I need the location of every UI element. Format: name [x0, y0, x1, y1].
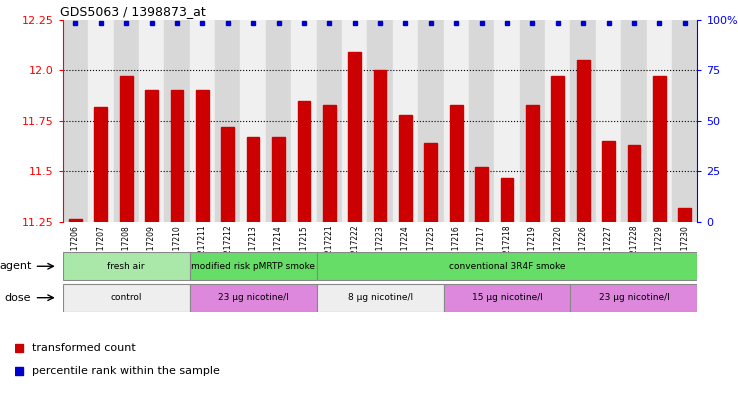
Bar	[297, 101, 310, 222]
Bar	[63, 20, 88, 222]
Bar	[196, 90, 209, 222]
Bar	[170, 90, 183, 222]
Bar	[672, 20, 697, 222]
Bar	[348, 52, 361, 222]
Text: percentile rank within the sample: percentile rank within the sample	[32, 366, 221, 376]
Text: agent: agent	[0, 261, 31, 271]
Bar	[342, 20, 368, 222]
Bar	[317, 252, 697, 281]
Bar	[545, 20, 570, 222]
Text: dose: dose	[5, 293, 31, 303]
Bar	[653, 76, 666, 222]
Bar	[393, 20, 418, 222]
Bar	[292, 20, 317, 222]
Text: 8 μg nicotine/l: 8 μg nicotine/l	[348, 293, 413, 302]
Text: 15 μg nicotine/l: 15 μg nicotine/l	[472, 293, 542, 302]
Bar	[570, 20, 596, 222]
Bar	[444, 284, 570, 312]
Bar	[190, 252, 317, 281]
Bar	[94, 107, 107, 222]
Bar	[266, 20, 292, 222]
Bar	[323, 105, 336, 222]
Text: conventional 3R4F smoke: conventional 3R4F smoke	[449, 262, 565, 271]
Bar	[63, 252, 190, 281]
Bar	[399, 115, 412, 222]
Bar	[520, 20, 545, 222]
Bar	[145, 90, 158, 222]
Bar	[602, 141, 615, 222]
Bar	[69, 219, 82, 222]
Text: GDS5063 / 1398873_at: GDS5063 / 1398873_at	[60, 6, 205, 18]
Text: fresh air: fresh air	[108, 262, 145, 271]
Bar	[317, 20, 342, 222]
Text: 23 μg nicotine/l: 23 μg nicotine/l	[599, 293, 669, 302]
Bar	[373, 70, 387, 222]
Bar	[88, 20, 114, 222]
Bar	[418, 20, 444, 222]
Bar	[317, 284, 444, 312]
Bar	[621, 20, 646, 222]
Bar	[526, 105, 539, 222]
Bar	[494, 20, 520, 222]
Bar	[646, 20, 672, 222]
Bar	[596, 20, 621, 222]
Bar	[246, 137, 260, 222]
Text: transformed count: transformed count	[32, 343, 137, 353]
Bar	[577, 60, 590, 222]
Bar	[272, 137, 285, 222]
Bar	[368, 20, 393, 222]
Bar	[139, 20, 165, 222]
Text: modified risk pMRTP smoke: modified risk pMRTP smoke	[191, 262, 315, 271]
Bar	[215, 20, 241, 222]
Bar	[627, 145, 641, 222]
Text: 23 μg nicotine/l: 23 μg nicotine/l	[218, 293, 289, 302]
Text: control: control	[111, 293, 142, 302]
Bar	[500, 178, 514, 222]
Bar	[570, 284, 697, 312]
Bar	[678, 208, 691, 222]
Bar	[424, 143, 437, 222]
Bar	[63, 284, 190, 312]
Bar	[450, 105, 463, 222]
Bar	[114, 20, 139, 222]
Bar	[551, 76, 564, 222]
Bar	[165, 20, 190, 222]
Bar	[190, 20, 215, 222]
Bar	[475, 167, 488, 222]
Bar	[444, 20, 469, 222]
Bar	[241, 20, 266, 222]
Bar	[120, 76, 133, 222]
Bar	[469, 20, 494, 222]
Bar	[221, 127, 234, 222]
Bar	[190, 284, 317, 312]
